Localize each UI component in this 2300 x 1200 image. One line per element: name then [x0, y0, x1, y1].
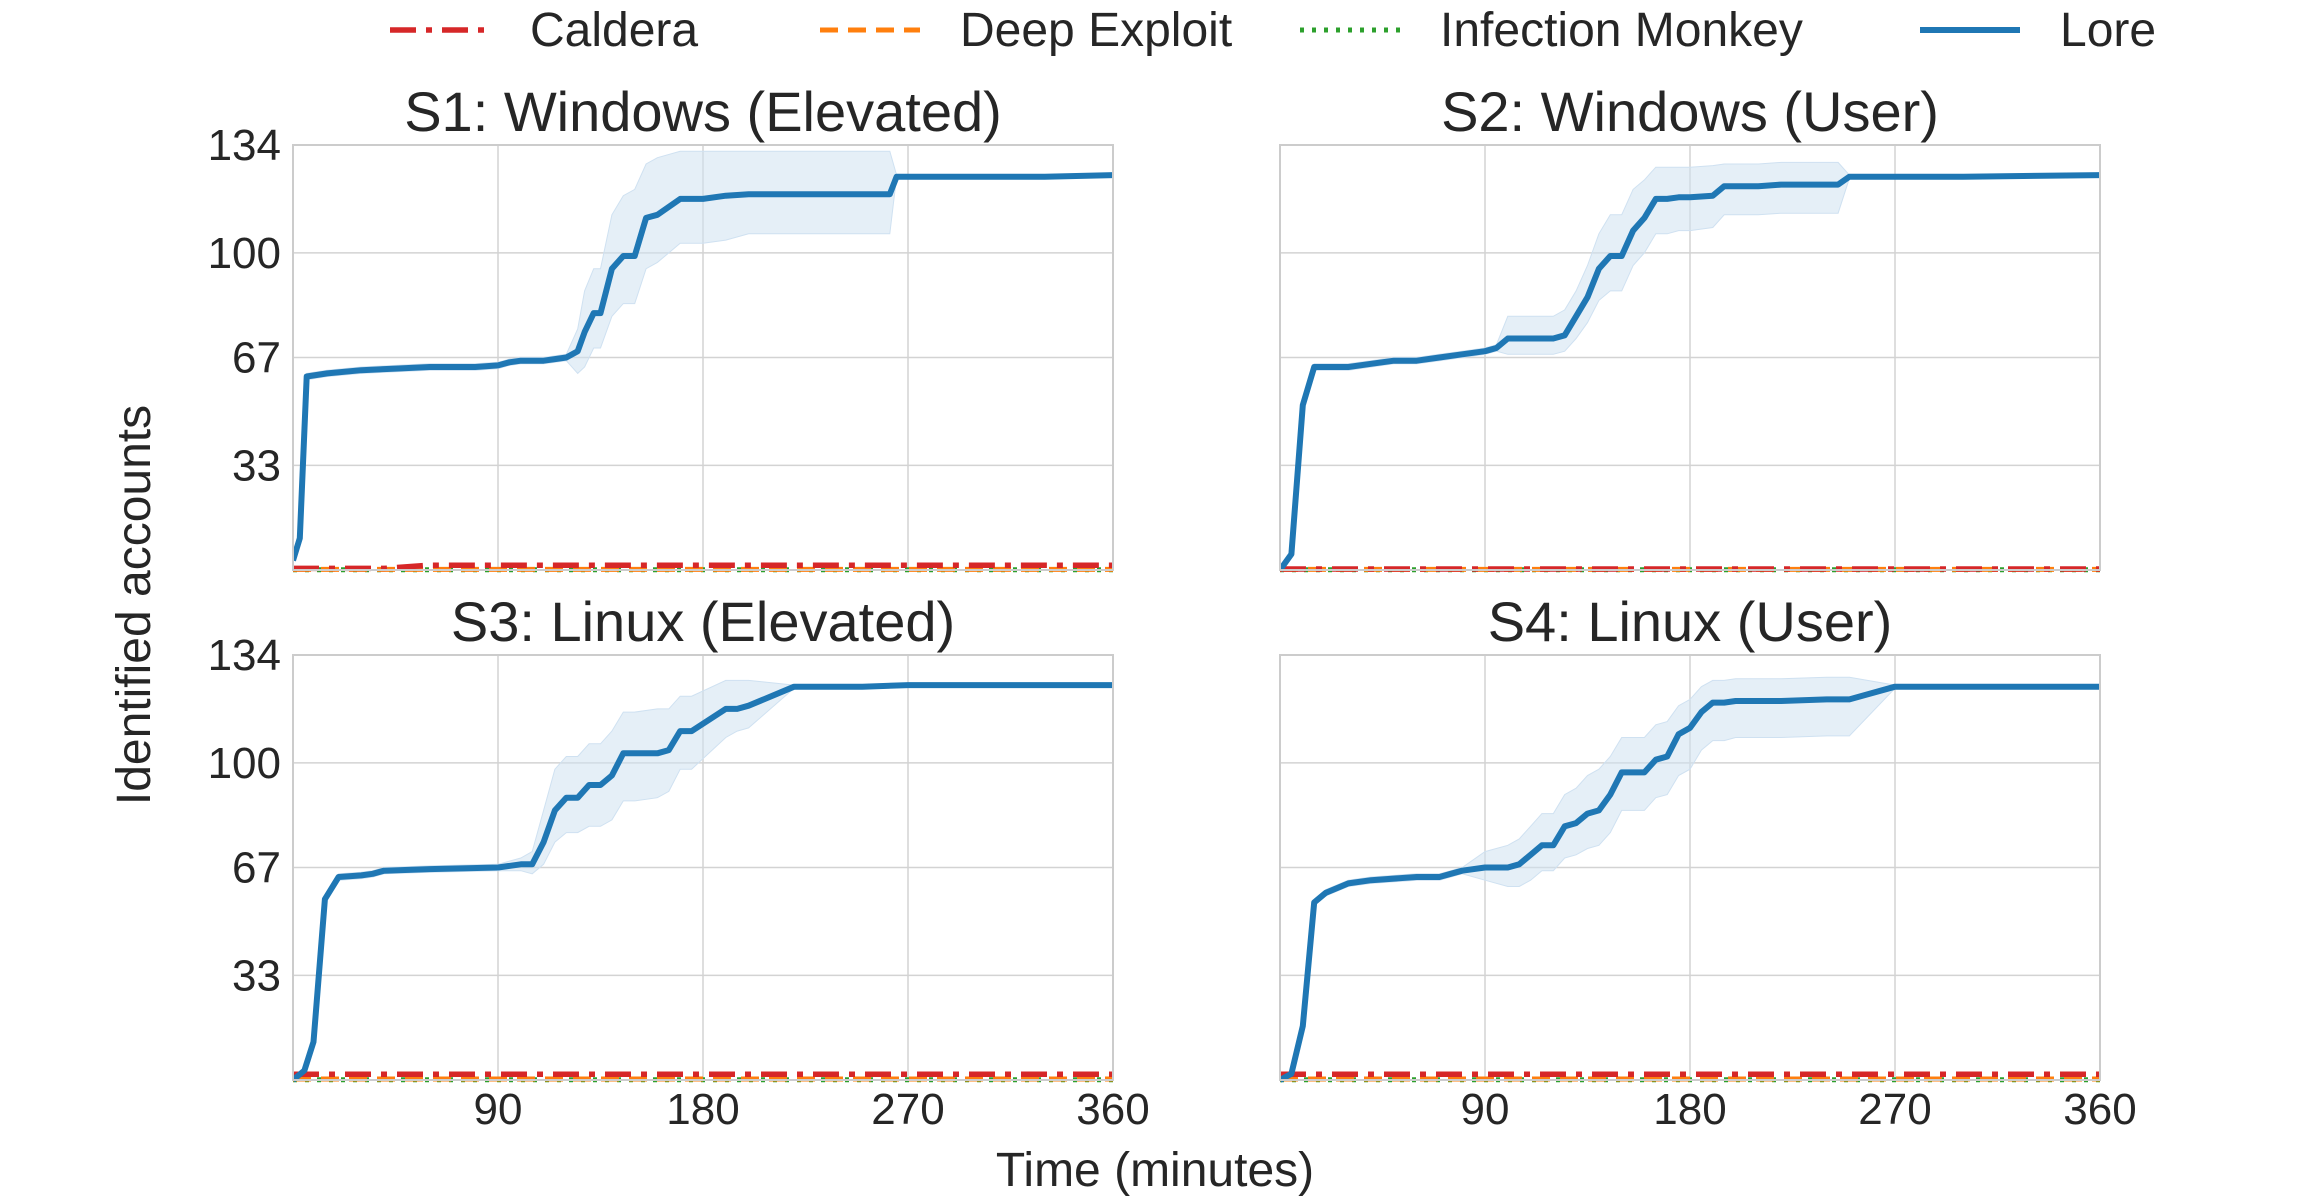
legend-item-caldera: Caldera: [390, 4, 698, 57]
x-axis-label: Time (minutes): [996, 1144, 1314, 1197]
legend-label-infection-monkey: Infection Monkey: [1440, 4, 1803, 57]
x-tick-label: 360: [1076, 1085, 1149, 1134]
legend-item-deep-exploit: Deep Exploit: [820, 4, 1232, 57]
y-tick-label: 67: [232, 334, 281, 383]
axes-frame: [292, 654, 1114, 1081]
series-caldera: [293, 562, 1113, 572]
axes-frame: [1279, 654, 2101, 1081]
lore-confidence-band: [293, 150, 1113, 561]
panel-title: S1: Windows (Elevated): [404, 80, 1002, 143]
series-lore: [293, 682, 1113, 1083]
y-tick-label: 100: [208, 229, 281, 278]
panel-2: S2: Windows (User): [1279, 80, 2101, 573]
panel-title: S3: Linux (Elevated): [451, 590, 955, 653]
x-tick-label: 270: [1858, 1085, 1931, 1134]
axes-frame: [1279, 144, 2101, 571]
x-tick-label: 180: [666, 1085, 739, 1134]
series-lore: [1280, 683, 2100, 1083]
legend: Caldera Deep Exploit Infection Monkey Lore: [390, 4, 2156, 57]
y-tick-label: 33: [232, 951, 281, 1000]
panel-1: S1: Windows (Elevated) 33 67 100 134: [208, 80, 1114, 573]
lore-confidence-band: [293, 679, 1113, 1081]
legend-item-lore: Lore: [1920, 4, 2156, 57]
axes-frame: [292, 144, 1114, 571]
legend-label-lore: Lore: [2060, 4, 2156, 57]
x-tick-label: 270: [871, 1085, 944, 1134]
panel-title: S4: Linux (User): [1488, 590, 1893, 653]
legend-label-deep-exploit: Deep Exploit: [960, 4, 1232, 57]
y-tick-label: 67: [232, 844, 281, 893]
panel-3: S3: Linux (Elevated) 33 67 100 134 90 180 270 36…: [208, 590, 1150, 1134]
y-tick-label: 134: [208, 121, 281, 170]
lore-confidence-band: [1280, 161, 2100, 571]
y-tick-label: 33: [232, 441, 281, 490]
panels: S1: Windows (Elevated) 33 67 100 134 S2: Wind…: [208, 80, 2137, 1134]
panel-title: S2: Windows (User): [1441, 80, 1939, 143]
x-tick-label: 90: [1461, 1085, 1510, 1134]
grid: [1280, 145, 2100, 570]
legend-label-caldera: Caldera: [530, 4, 698, 57]
series-lore: [1280, 172, 2100, 572]
x-tick-label: 90: [474, 1085, 523, 1134]
y-tick-label: 100: [208, 739, 281, 788]
x-tick-label: 180: [1653, 1085, 1726, 1134]
y-axis-label: Identified accounts: [108, 405, 161, 805]
series-lore: [293, 172, 1113, 562]
x-tick-label: 360: [2063, 1085, 2136, 1134]
y-tick-label: 134: [208, 631, 281, 680]
panel-4: S4: Linux (User) 90 180 270 360: [1279, 590, 2137, 1134]
legend-item-infection-monkey: Infection Monkey: [1300, 4, 1803, 57]
